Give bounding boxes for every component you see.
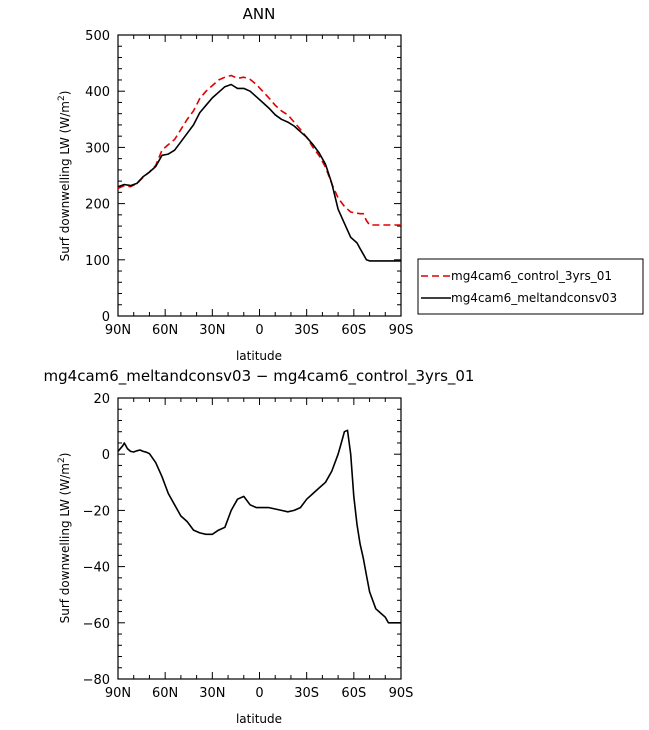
bottom-y-tick-label: −60 bbox=[83, 617, 110, 632]
bottom-series-line-0 bbox=[117, 429, 401, 624]
bottom-x-tick-label: 30N bbox=[199, 686, 225, 701]
top-y-tick-label: 400 bbox=[85, 85, 110, 100]
top-series-line-1 bbox=[117, 83, 401, 262]
top-y-tick-label: 300 bbox=[85, 141, 110, 156]
top-plot-frame bbox=[117, 34, 402, 317]
bottom-x-tick-label: 90N bbox=[105, 686, 131, 701]
bottom-x-tick-label: 60S bbox=[341, 686, 366, 701]
top-y-tick-label: 200 bbox=[85, 198, 110, 213]
top-plot-area: 90N 60N 30N 0 30S 60S 90S 0 100 200 300 400 500 bbox=[85, 29, 413, 338]
bottom-y-tick-label: 20 bbox=[93, 392, 110, 407]
top-x-tick-label: 0 bbox=[255, 323, 263, 338]
bottom-y-axis-label: Surf downwelling LW (W/m2) bbox=[57, 453, 72, 624]
top-x-tick-label: 30S bbox=[294, 323, 319, 338]
top-y-axis-label: Surf downwelling LW (W/m2) bbox=[57, 91, 72, 262]
legend-label-meltandconsv: mg4cam6_meltandconsv03 bbox=[451, 291, 617, 305]
bottom-plot-area: 90N 60N 30N 0 30S 60S 90S −80 −60 −40 −20 0 20 bbox=[83, 392, 414, 701]
top-y-tick-label: 0 bbox=[102, 310, 110, 325]
top-series-line-0 bbox=[117, 74, 401, 226]
bottom-x-tick-label: 30S bbox=[294, 686, 319, 701]
top-x-tick-label: 60N bbox=[152, 323, 178, 338]
top-x-tick-label: 60S bbox=[341, 323, 366, 338]
top-x-axis-label: latitude bbox=[236, 349, 282, 363]
bottom-x-axis-label: latitude bbox=[236, 712, 282, 726]
top-chart-title: ANN bbox=[243, 5, 276, 23]
bottom-panel: mg4cam6_meltandconsv03 − mg4cam6_control… bbox=[44, 367, 475, 726]
bottom-y-tick-label: −80 bbox=[83, 673, 110, 688]
bottom-x-tick-label: 60N bbox=[152, 686, 178, 701]
bottom-y-tick-label: 0 bbox=[102, 448, 110, 463]
bottom-y-tick-label: −40 bbox=[83, 561, 110, 576]
top-y-tick-label: 500 bbox=[85, 29, 110, 44]
bottom-chart-title: mg4cam6_meltandconsv03 − mg4cam6_control… bbox=[44, 367, 475, 386]
bottom-x-tick-label: 90S bbox=[389, 686, 414, 701]
top-x-tick-label: 90N bbox=[105, 323, 131, 338]
legend-label-control: mg4cam6_control_3yrs_01 bbox=[451, 269, 612, 283]
bottom-x-tick-label: 0 bbox=[255, 686, 263, 701]
top-y-tick-label: 100 bbox=[85, 254, 110, 269]
top-x-tick-label: 30N bbox=[199, 323, 225, 338]
bottom-y-tick-label: −20 bbox=[83, 504, 110, 519]
legend-box bbox=[417, 258, 644, 315]
top-x-tick-label: 90S bbox=[389, 323, 414, 338]
top-panel: ANN 90N 60N 30N 0 30S 60S 90S0100200300400500 … bbox=[57, 5, 413, 363]
legend: mg4cam6_control_3yrs_01 mg4cam6_meltandc… bbox=[417, 258, 644, 315]
